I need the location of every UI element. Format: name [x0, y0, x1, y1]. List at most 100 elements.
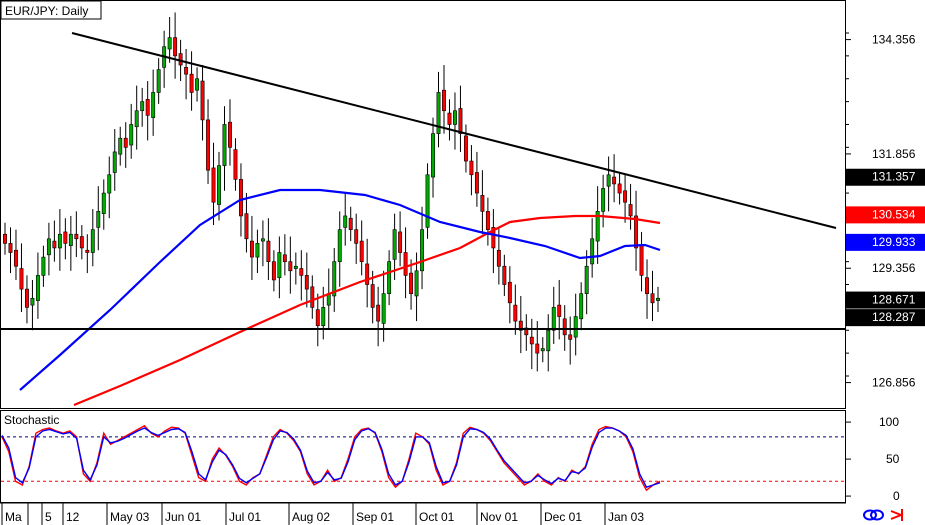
candle-body [540, 348, 545, 352]
candle-body [184, 67, 189, 75]
candle-body [447, 112, 452, 125]
time-label: Ma [5, 510, 22, 524]
time-axis: Ma 5 12 May 03 Jun 01 Jul 01 Aug 02 Sep 01 Oct 0… [1, 503, 644, 525]
price-tag-label: 128.671 [872, 293, 916, 307]
price-tag-label: 128.287 [872, 310, 916, 324]
candle-body [35, 275, 40, 301]
candle-body [189, 73, 194, 93]
stochastic-lines [1, 424, 661, 492]
candle-body [420, 229, 424, 272]
candle-body [178, 53, 183, 66]
price-tag-label: 131.357 [872, 170, 916, 184]
time-label: Oct 01 [419, 510, 455, 524]
candle-body [282, 254, 287, 262]
candle-body [513, 304, 518, 322]
candle-body [288, 261, 293, 272]
price-tick-label: 129.356 [872, 261, 916, 275]
candle-body [442, 89, 446, 112]
candle-body [425, 174, 430, 228]
candle-body [30, 297, 35, 306]
time-label: Dec 01 [544, 510, 582, 524]
moving-average-blue [19, 188, 661, 391]
price-tag-5 [846, 309, 925, 327]
time-label: May 03 [110, 510, 150, 524]
candle-body [656, 297, 660, 301]
price-tick-label: 131.856 [872, 147, 916, 161]
candle-body [46, 238, 51, 256]
candle-body [485, 211, 490, 230]
arrow-right-icon[interactable] [890, 509, 904, 521]
price-tag-label: 129.933 [872, 235, 916, 249]
candle-body [524, 327, 529, 336]
candle-body [453, 110, 457, 125]
candle-body [244, 213, 249, 240]
candle-body [321, 307, 326, 326]
candle-body [343, 215, 348, 228]
candle-body [595, 211, 600, 242]
candle-body [167, 37, 172, 50]
candle-body [387, 261, 392, 294]
candle-body [140, 101, 145, 112]
time-label: 5 [45, 510, 52, 524]
candle-body [293, 265, 298, 269]
candle-body [436, 92, 441, 134]
candle-body [156, 69, 161, 93]
time-label: Nov 01 [480, 510, 518, 524]
descending-trendline[interactable] [71, 32, 837, 229]
stochastic-tick-label: 50 [886, 452, 900, 466]
candle-body [623, 190, 628, 203]
candle-body [134, 110, 139, 128]
price-panel [0, 0, 846, 409]
candle-body [310, 286, 315, 308]
candle-body [557, 304, 562, 317]
link-icon[interactable] [863, 509, 884, 521]
time-label: Aug 02 [292, 510, 330, 524]
candle-body [348, 217, 353, 230]
stochastic-tick-label: 0 [893, 489, 900, 503]
candle-body [579, 293, 584, 320]
price-tag-1 [846, 168, 925, 186]
candle-body [359, 240, 364, 262]
candle-body [573, 316, 578, 338]
candle-body [628, 204, 633, 217]
candle-body [200, 80, 205, 121]
title-box [0, 0, 102, 20]
candle-body [145, 99, 150, 116]
candle-body [491, 227, 496, 249]
candle-body [365, 263, 370, 285]
candle-body [354, 229, 359, 244]
candle-body [518, 320, 523, 331]
candle-body [409, 272, 414, 294]
candle-body [3, 233, 7, 244]
time-label: Jul 01 [229, 510, 261, 524]
price-tag-3 [846, 233, 925, 251]
candle-body [551, 307, 556, 331]
candle-body [634, 215, 638, 249]
candle-body [277, 252, 282, 278]
candle-body [14, 249, 18, 267]
candle-body [474, 172, 479, 194]
candle-body [271, 261, 276, 281]
candle-body [228, 121, 232, 148]
time-label: Jan 03 [608, 510, 644, 524]
candle-body [617, 183, 622, 194]
moving-average-red [73, 214, 661, 407]
candle-body [112, 151, 117, 173]
candle-body [222, 124, 227, 166]
candle-body [96, 211, 101, 228]
chart-title: EUR/JPY: Daily [5, 4, 88, 18]
candle-body [173, 37, 178, 57]
candle-body [52, 240, 57, 249]
candle-body [502, 265, 507, 285]
candle-body [645, 277, 649, 294]
stochastic-title: Stochastic [4, 413, 59, 427]
candle-body [79, 236, 84, 249]
candle-body [650, 293, 655, 304]
candle-body [211, 167, 216, 203]
candle-body [392, 229, 397, 260]
price-tag-4 [846, 291, 925, 309]
candle-body [431, 133, 435, 178]
candle-body [217, 165, 221, 205]
candle-body [151, 92, 156, 118]
stochastic-panel [0, 410, 846, 503]
